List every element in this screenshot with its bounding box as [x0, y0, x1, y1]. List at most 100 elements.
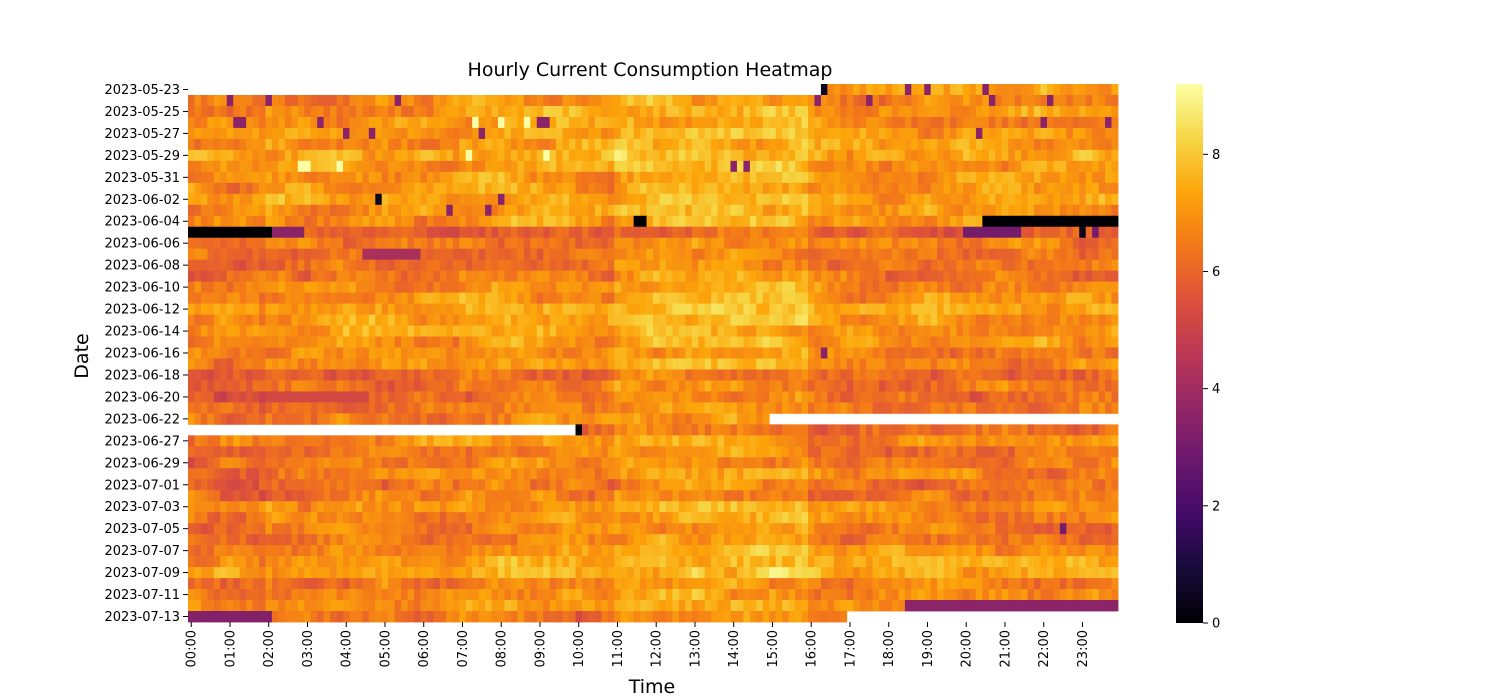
heatmap-cell: [885, 193, 893, 206]
heatmap-cell: [788, 248, 796, 261]
heatmap-cell: [736, 105, 744, 118]
heatmap-cell: [491, 435, 499, 447]
heatmap-cell: [846, 149, 854, 162]
heatmap-cell: [620, 281, 628, 294]
heatmap-cell: [891, 84, 899, 96]
heatmap-cell: [317, 215, 325, 228]
heatmap-cell: [620, 435, 628, 447]
heatmap-cell: [1014, 94, 1022, 107]
heatmap-cell: [943, 105, 951, 118]
heatmap-cell: [569, 358, 576, 370]
heatmap-cell: [349, 358, 357, 370]
heatmap-cell: [556, 292, 563, 304]
heatmap-cell: [607, 391, 615, 403]
heatmap-cell: [510, 116, 518, 129]
heatmap-cell: [943, 237, 951, 250]
heatmap-cell: [504, 314, 512, 326]
heatmap-cell: [756, 171, 764, 184]
heatmap-cell: [1021, 369, 1028, 381]
heatmap-cell: [672, 369, 680, 381]
heatmap-cell: [808, 193, 815, 206]
heatmap-cell: [788, 479, 796, 491]
heatmap-cell: [426, 435, 434, 447]
heatmap-cell: [194, 116, 202, 129]
heatmap-cell: [872, 160, 880, 173]
heatmap-cell: [749, 281, 757, 294]
heatmap-cell: [1085, 468, 1093, 480]
heatmap-cell: [304, 347, 312, 359]
heatmap-cell: [213, 116, 221, 129]
heatmap-cell: [523, 336, 538, 348]
heatmap-cell: [840, 391, 848, 403]
heatmap-cell: [330, 138, 337, 151]
heatmap-cell: [523, 325, 531, 337]
heatmap-cell: [743, 380, 751, 392]
heatmap-cell: [523, 468, 531, 480]
heatmap-cell: [1040, 193, 1048, 206]
heatmap-cell: [1021, 94, 1035, 107]
heatmap-cell: [950, 358, 957, 370]
heatmap-cell: [1066, 446, 1074, 458]
heatmap-cell: [317, 479, 325, 491]
heatmap-cell: [498, 369, 505, 381]
heatmap-cell: [736, 303, 744, 315]
heatmap-cell: [349, 182, 357, 195]
heatmap-cell: [330, 237, 337, 250]
heatmap-cell: [213, 402, 221, 414]
heatmap-cell: [885, 215, 893, 228]
heatmap-cell: [1053, 314, 1061, 326]
heatmap-cell: [1105, 380, 1112, 392]
heatmap-cell: [866, 270, 873, 283]
heatmap-cell: [472, 446, 480, 458]
heatmap-cell: [491, 171, 499, 184]
heatmap-cell: [388, 446, 396, 458]
heatmap-cell: [207, 347, 215, 359]
heatmap-cell: [485, 226, 492, 239]
heatmap-cell: [200, 248, 208, 261]
heatmap-cell: [801, 171, 809, 184]
heatmap-cell: [917, 270, 925, 283]
heatmap-cell: [239, 369, 247, 381]
heatmap-cell: [1040, 116, 1048, 129]
heatmap-cell: [517, 281, 525, 294]
heatmap-cell: [924, 270, 932, 283]
heatmap-cell: [698, 204, 706, 217]
heatmap-cell: [672, 215, 680, 228]
heatmap-cell: [633, 281, 641, 294]
heatmap-cell: [911, 259, 919, 272]
heatmap-cell: [736, 215, 744, 228]
heatmap-cell: [220, 138, 228, 151]
heatmap-cell: [291, 402, 299, 414]
heatmap-cell: [950, 215, 957, 228]
heatmap-cell: [362, 435, 370, 447]
heatmap-cell: [601, 259, 609, 272]
heatmap-cell: [523, 138, 531, 151]
heatmap-cell: [659, 116, 667, 129]
heatmap-cell: [685, 182, 693, 195]
heatmap-cell: [866, 424, 873, 436]
heatmap-cell: [898, 259, 906, 272]
heatmap-cell: [1027, 303, 1035, 315]
heatmap-cell: [982, 171, 990, 184]
heatmap-cell: [491, 336, 499, 348]
heatmap-cell: [213, 160, 221, 173]
heatmap-cell: [614, 380, 622, 392]
heatmap-cell: [213, 237, 221, 250]
heatmap-cell: [756, 138, 764, 151]
heatmap-cell: [562, 127, 576, 140]
heatmap-cell: [704, 259, 712, 272]
heatmap-cell: [426, 116, 434, 129]
heatmap-cell: [485, 336, 492, 348]
heatmap-cell: [1059, 226, 1067, 239]
heatmap-cell: [220, 259, 228, 272]
heatmap-cell: [937, 160, 945, 173]
heatmap-cell: [808, 457, 815, 469]
heatmap-cell: [246, 281, 253, 294]
heatmap-cell: [517, 358, 525, 370]
heatmap-cell: [833, 171, 841, 184]
heatmap-cell: [762, 215, 770, 228]
heatmap-cell: [711, 149, 718, 162]
heatmap-cell: [1079, 446, 1087, 458]
heatmap-cell: [549, 446, 557, 458]
heatmap-cell: [433, 248, 441, 261]
